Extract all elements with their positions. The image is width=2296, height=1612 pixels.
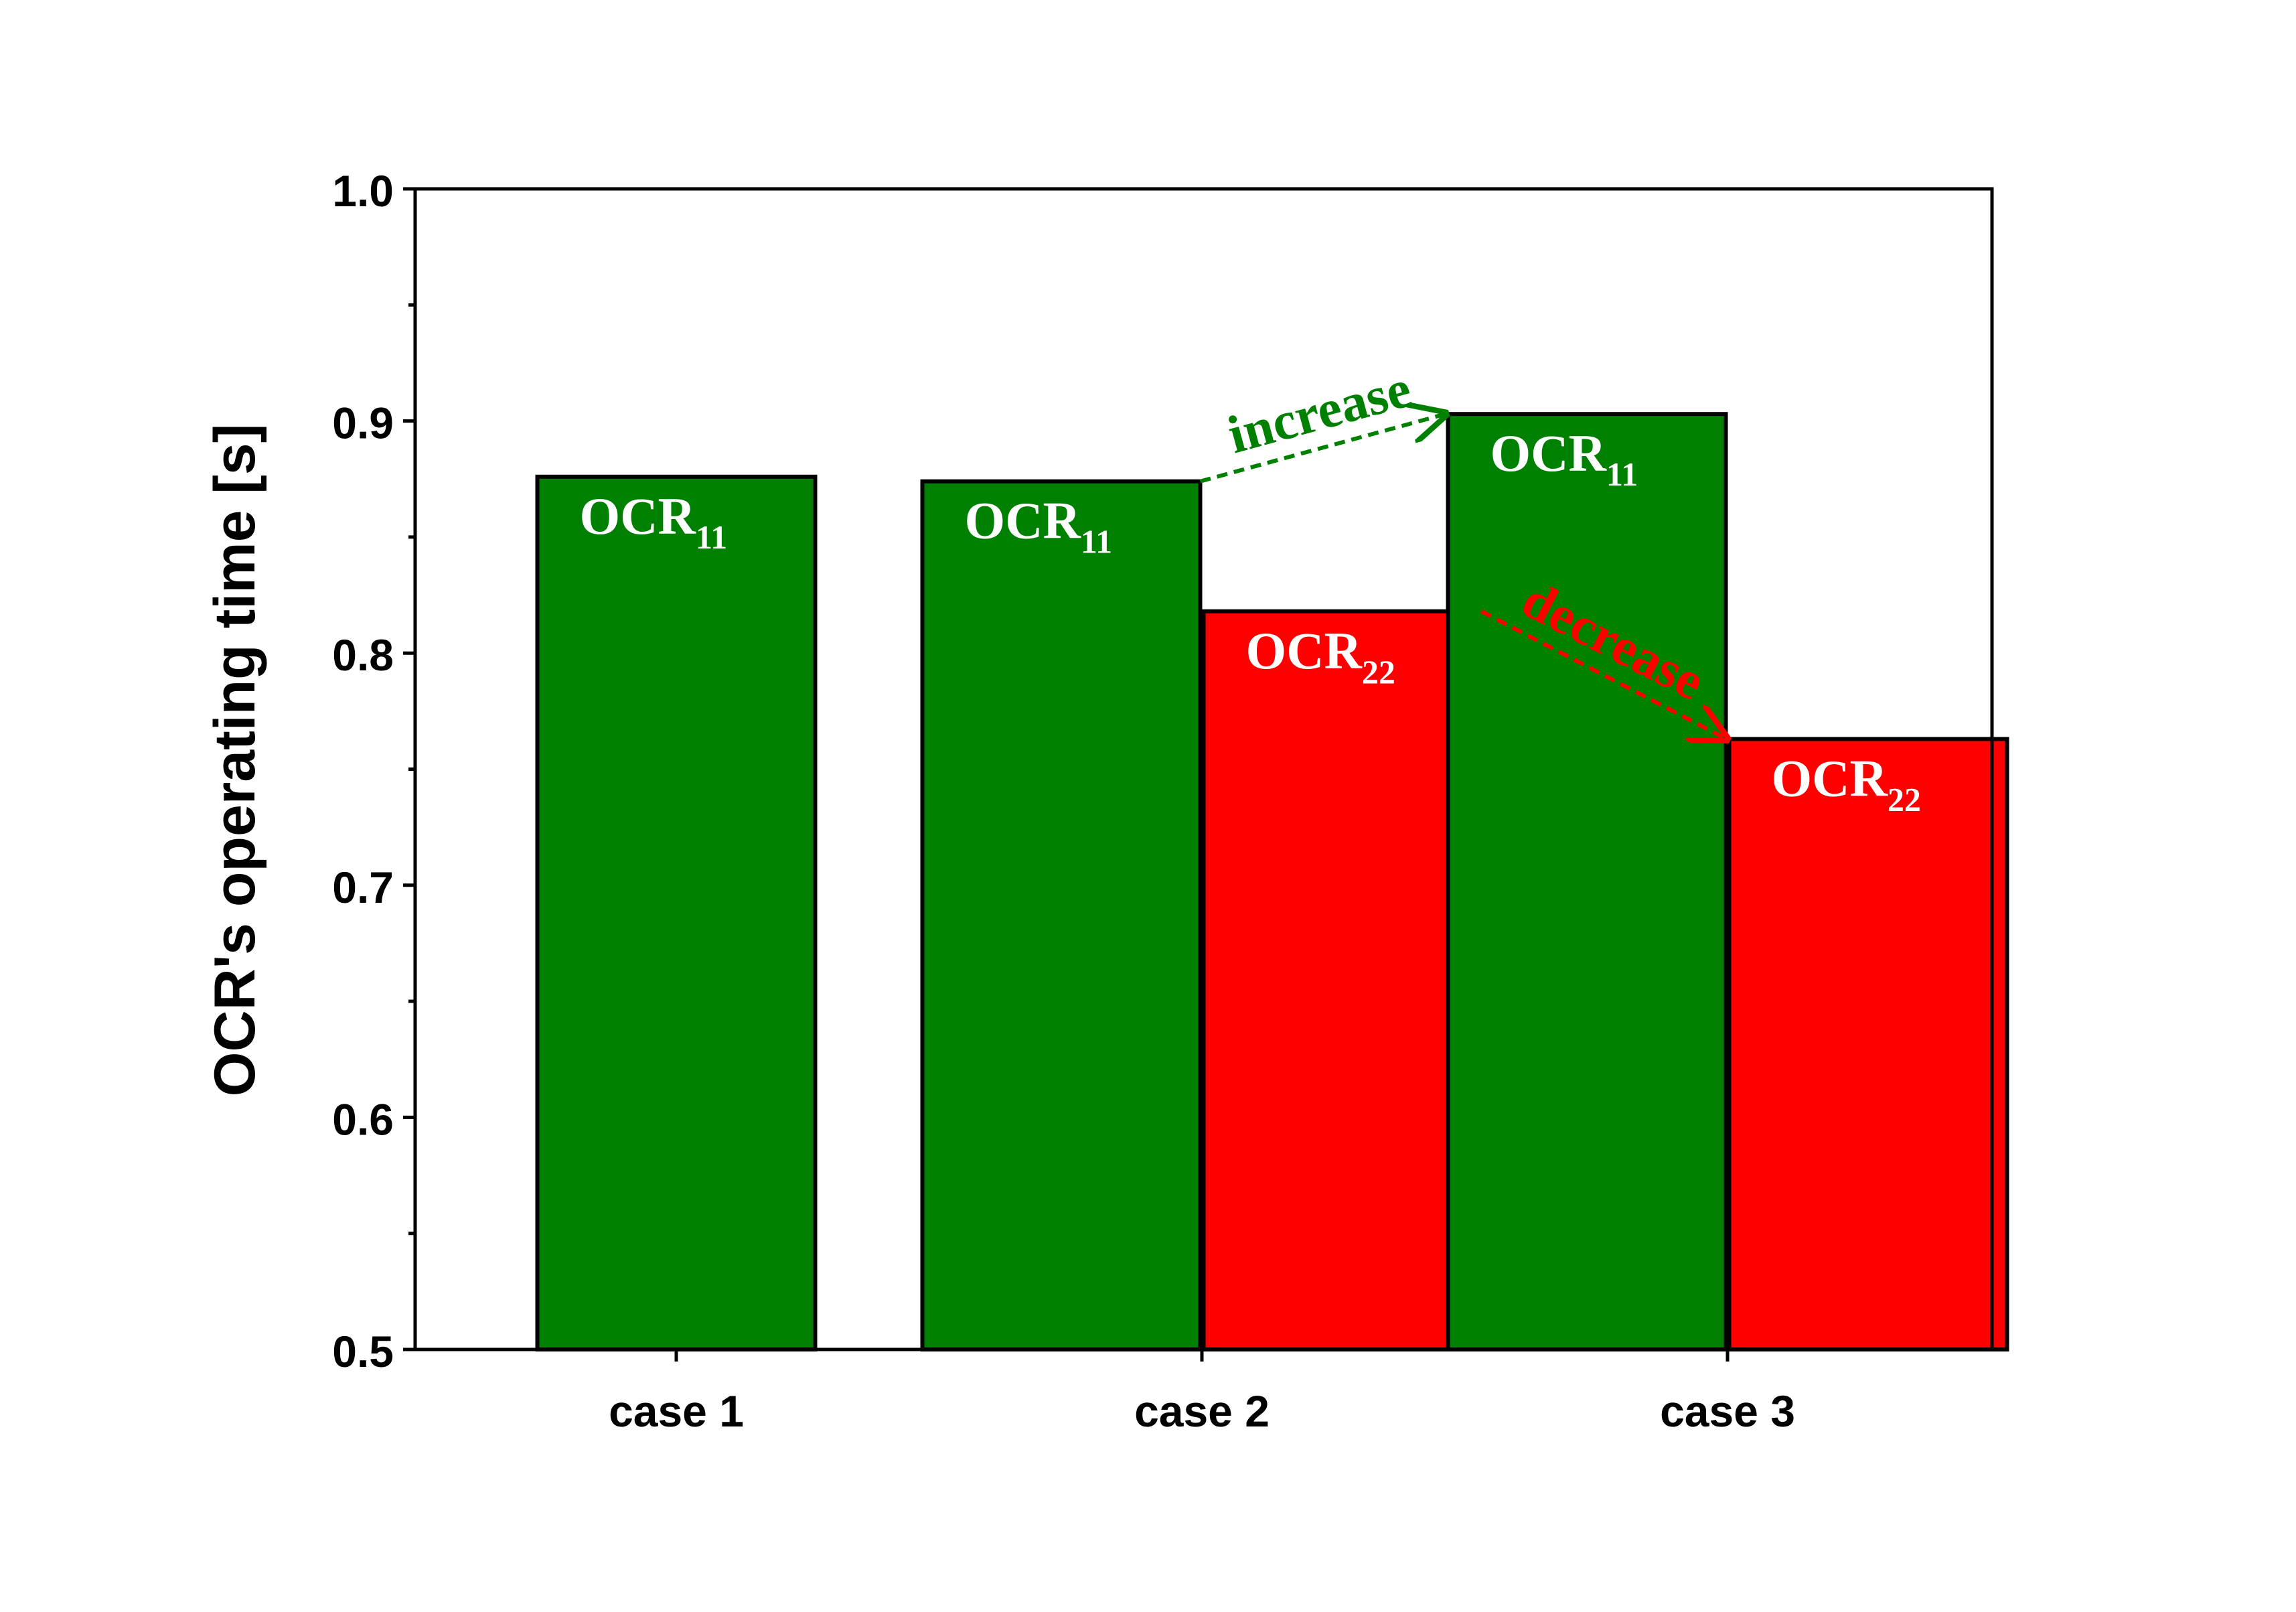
y-axis-label: OCR's operating time [s]	[203, 424, 267, 1097]
bar-ocr22-case-3	[1727, 737, 2009, 1351]
x-category-label: case 1	[609, 1386, 744, 1436]
bar-ocr11-case-3	[1446, 412, 1728, 1351]
y-tick-label: 0.5	[332, 1327, 394, 1376]
bar-label-ocr11-case-3: OCR11	[1490, 424, 1638, 493]
y-tick-label: 0.7	[332, 863, 394, 912]
bar-label-ocr22-case-2: OCR22	[1246, 621, 1395, 690]
bar-ocr11-case-1	[535, 474, 818, 1351]
annotation-arrow-decrease	[1480, 609, 1727, 739]
x-category-label: case 3	[1660, 1386, 1795, 1436]
bar-ocr22-case-2	[1201, 609, 1484, 1351]
y-tick-label: 0.9	[332, 398, 394, 448]
x-category-label: case 2	[1134, 1386, 1270, 1436]
bar-label-ocr11-case-2: OCR11	[965, 492, 1113, 561]
y-tick-label: 1.0	[332, 166, 394, 216]
annotation-arrow-increase	[1199, 414, 1446, 484]
y-tick-label: 0.8	[332, 630, 394, 680]
bar-label-ocr11-case-1: OCR11	[580, 487, 728, 556]
bar-label-ocr22-case-3: OCR22	[1772, 749, 1921, 818]
y-tick-label: 0.6	[332, 1094, 394, 1144]
bar-ocr11-case-2	[920, 479, 1203, 1352]
